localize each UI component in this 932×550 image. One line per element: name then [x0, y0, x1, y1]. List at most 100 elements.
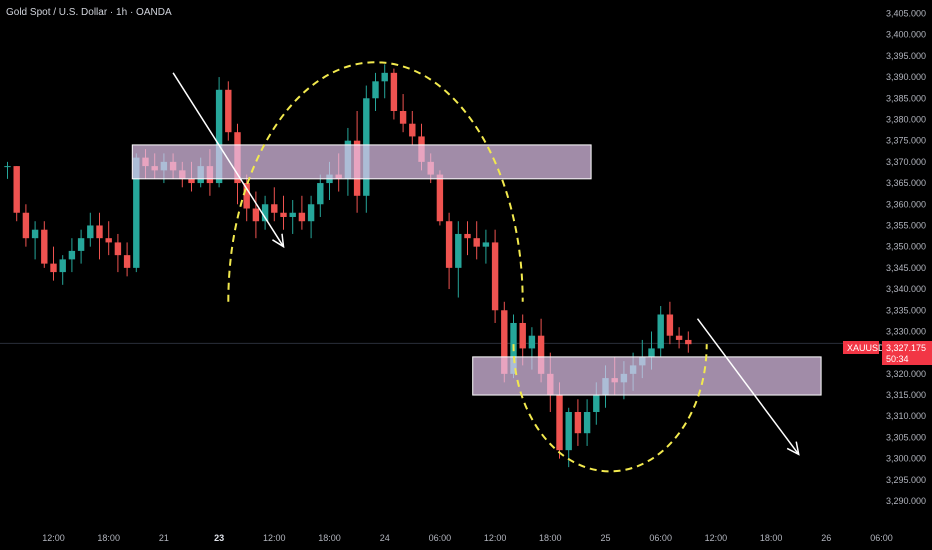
candle: [583, 399, 591, 446]
candle-body: [252, 208, 260, 222]
candle-body: [685, 339, 692, 345]
candle: [491, 229, 499, 323]
candle-body: [68, 250, 76, 260]
candle-body: [648, 348, 655, 357]
candle: [372, 72, 379, 111]
candle-body: [381, 72, 388, 82]
candle-body: [675, 335, 683, 340]
candle-body: [436, 174, 444, 222]
drawings-layer: [172, 61, 800, 473]
candle: [298, 195, 306, 230]
x-axis-tick-label: 18:00: [318, 533, 341, 543]
candle: [41, 221, 48, 268]
candle: [123, 242, 131, 277]
candle: [317, 174, 324, 217]
dashed-arc-curve: [227, 61, 524, 302]
candle-body: [372, 81, 379, 99]
candle: [445, 212, 453, 290]
x-axis-tick-label: 18:00: [539, 533, 562, 543]
trend-arrow: [172, 72, 285, 249]
candle-body: [528, 335, 536, 349]
candle: [657, 306, 664, 357]
candle-body: [537, 335, 545, 374]
candle: [289, 200, 296, 234]
candle-body: [87, 225, 94, 239]
x-axis-tick-label: 06:00: [649, 533, 672, 543]
candle-body: [491, 242, 499, 311]
candle: [271, 187, 278, 222]
candle-body: [123, 255, 131, 268]
price-tag-price: 3,327.175: [886, 343, 926, 353]
candle: [473, 221, 480, 260]
candle-body: [50, 263, 57, 273]
candle: [390, 68, 398, 120]
candle: [685, 331, 692, 353]
candle-body: [519, 322, 526, 349]
arrow-head: [786, 441, 800, 456]
x-axis-tick-label: 26: [821, 533, 831, 543]
x-axis: 12:00 18:00 21 23 12:00 18:00 24 06:00 12:00 18:0…: [42, 533, 893, 543]
y-axis-tick-label: 3,375.000: [886, 136, 926, 146]
candle: [252, 191, 260, 239]
arrow-line: [172, 72, 285, 248]
candle: [409, 110, 416, 145]
x-axis-tick-label: 12:00: [263, 533, 286, 543]
x-axis-tick-label: 12:00: [484, 533, 507, 543]
candle: [243, 174, 250, 222]
zones-layer: [131, 144, 822, 396]
candle-body: [657, 314, 664, 349]
candle-body: [390, 72, 398, 111]
y-axis-tick-label: 3,320.000: [886, 369, 926, 379]
candle-body: [31, 229, 39, 239]
arrow-line: [696, 318, 800, 455]
x-axis-tick-label: 23: [214, 533, 224, 543]
candle: [96, 212, 103, 260]
candle: [22, 204, 30, 247]
candle: [31, 221, 39, 260]
candle-body: [59, 259, 66, 273]
candle-body: [114, 242, 122, 256]
x-axis-tick-label: 21: [159, 533, 169, 543]
x-axis-tick-label: 24: [380, 533, 390, 543]
y-axis-tick-label: 3,405.000: [886, 8, 926, 18]
arrow-head: [272, 233, 285, 249]
y-axis-tick-label: 3,335.000: [886, 305, 926, 315]
candle: [50, 246, 57, 281]
candle: [464, 221, 471, 256]
candles-layer: [0, 64, 880, 468]
candle-body: [271, 204, 278, 213]
candle-body: [666, 314, 674, 336]
candle-body: [22, 212, 30, 239]
candle: [225, 81, 232, 141]
y-axis-tick-label: 3,305.000: [886, 432, 926, 442]
y-axis-tick-label: 3,385.000: [886, 93, 926, 103]
x-axis-tick-label: 12:00: [705, 533, 728, 543]
price-tag-value-box: [882, 341, 932, 365]
y-axis-tick-label: 3,300.000: [886, 454, 926, 464]
y-axis-tick-label: 3,345.000: [886, 263, 926, 273]
candle-body: [261, 204, 269, 222]
candle: [436, 170, 444, 226]
candle-body: [464, 233, 471, 239]
candle-body: [4, 166, 11, 168]
candle-body: [574, 412, 582, 434]
candle-body: [307, 204, 315, 222]
candle: [13, 166, 20, 222]
candle: [574, 399, 582, 446]
candle: [675, 327, 683, 349]
candle-body: [565, 412, 572, 451]
candle: [105, 221, 112, 256]
candle: [280, 195, 287, 230]
candle-body: [105, 238, 112, 243]
candle-body: [482, 242, 490, 247]
candle: [4, 161, 11, 179]
dashed-arc-curve: [512, 344, 708, 473]
candle-body: [96, 225, 103, 239]
y-axis-tick-label: 3,400.000: [886, 30, 926, 40]
candle: [68, 238, 76, 273]
candle-body: [41, 229, 48, 264]
y-axis-tick-label: 3,290.000: [886, 496, 926, 506]
candle: [59, 255, 66, 285]
y-axis-tick-label: 3,360.000: [886, 199, 926, 209]
